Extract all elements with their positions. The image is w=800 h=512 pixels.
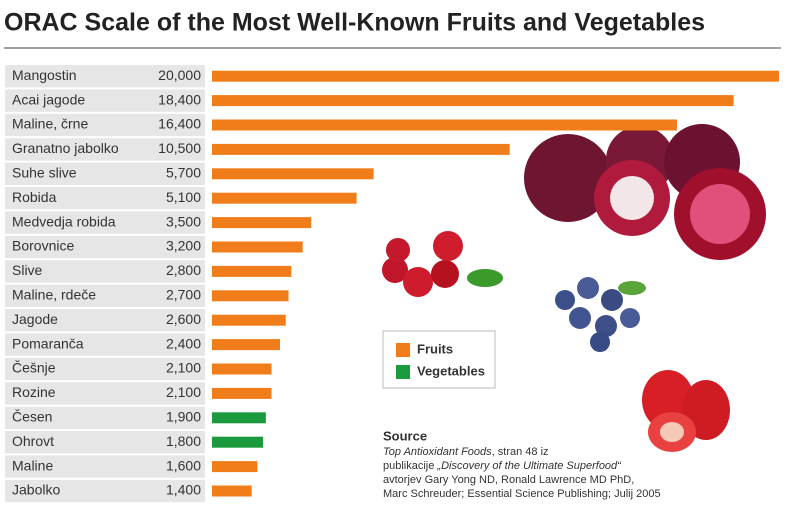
value-label: 2,700 bbox=[166, 287, 201, 303]
bar bbox=[212, 436, 264, 448]
row-background bbox=[5, 89, 205, 112]
bar bbox=[212, 143, 510, 155]
bar bbox=[212, 485, 252, 497]
source-line: Top Antioxidant Foods, stran 48 iz bbox=[383, 446, 549, 458]
row-background bbox=[5, 138, 205, 161]
legend-box bbox=[382, 330, 496, 389]
category-label: Granatno jabolko bbox=[12, 140, 119, 156]
category-label: Mangostin bbox=[12, 67, 77, 83]
row-background bbox=[5, 406, 205, 429]
category-label: Maline bbox=[12, 457, 53, 473]
bar bbox=[212, 70, 779, 82]
legend-swatch bbox=[396, 343, 410, 357]
category-label: Rozine bbox=[12, 384, 56, 400]
bar bbox=[212, 119, 677, 131]
bar bbox=[212, 265, 292, 277]
row-background bbox=[5, 235, 205, 259]
bar bbox=[212, 461, 258, 473]
row-background bbox=[5, 333, 205, 356]
legend-label: Fruits bbox=[417, 341, 453, 356]
row-background bbox=[5, 382, 205, 405]
value-label: 3,200 bbox=[166, 238, 201, 254]
row-background bbox=[5, 211, 205, 234]
category-label: Robida bbox=[12, 189, 57, 205]
bar bbox=[212, 412, 266, 424]
value-label: 2,600 bbox=[166, 311, 201, 327]
chart-title: ORAC Scale of the Most Well-Known Fruits… bbox=[4, 9, 705, 37]
bar bbox=[212, 387, 272, 399]
source-text: publikacije bbox=[383, 460, 437, 472]
value-label: 1,600 bbox=[166, 457, 201, 473]
value-label: 5,100 bbox=[166, 189, 201, 205]
category-label: Jagode bbox=[12, 311, 58, 327]
row-background bbox=[5, 113, 205, 137]
value-label: 3,500 bbox=[166, 213, 201, 229]
bar bbox=[212, 217, 312, 229]
row-background bbox=[5, 431, 205, 454]
row-background bbox=[5, 357, 205, 381]
category-label: Ohrovt bbox=[12, 433, 54, 449]
value-label: 2,400 bbox=[166, 335, 201, 351]
row-background bbox=[5, 187, 205, 210]
source-text: „Discovery of the Ultimate Superfood“ bbox=[436, 460, 622, 472]
decoration bbox=[382, 124, 766, 452]
category-label: Borovnice bbox=[12, 238, 74, 254]
value-label: 1,400 bbox=[166, 482, 201, 498]
legend: Fruits Vegetables bbox=[382, 330, 496, 389]
row-background bbox=[5, 455, 205, 478]
source-text: Top Antioxidant Foods bbox=[383, 446, 492, 458]
category-label: Acai jagode bbox=[12, 91, 85, 107]
category-label: Jabolko bbox=[12, 482, 60, 498]
bar bbox=[212, 339, 281, 351]
source-text: , stran 48 iz bbox=[492, 446, 549, 458]
category-label: Maline, črne bbox=[12, 116, 88, 132]
category-label: Suhe slive bbox=[12, 165, 77, 181]
source-text: Marc Schreuder; Essential Science Publis… bbox=[383, 488, 661, 500]
bar bbox=[212, 241, 303, 253]
bar bbox=[212, 363, 272, 375]
bar bbox=[212, 95, 734, 107]
value-label: 2,800 bbox=[166, 262, 201, 278]
row-background bbox=[5, 479, 205, 503]
row-background bbox=[5, 260, 205, 283]
value-label: 1,900 bbox=[166, 409, 201, 425]
bar bbox=[212, 168, 374, 180]
row-background bbox=[5, 284, 205, 307]
category-label: Slive bbox=[12, 262, 43, 278]
source-text: avtorjev Gary Yong ND, Ronald Lawrence M… bbox=[383, 474, 634, 486]
legend-swatch bbox=[396, 365, 410, 379]
legend-label: Vegetables bbox=[417, 363, 485, 378]
source: Source Top Antioxidant Foods, stran 48 i… bbox=[383, 428, 661, 499]
value-label: 1,800 bbox=[166, 433, 201, 449]
row-background bbox=[5, 309, 205, 332]
value-label: 10,500 bbox=[158, 140, 201, 156]
source-title: Source bbox=[383, 428, 427, 443]
row-background bbox=[5, 162, 205, 185]
value-label: 2,100 bbox=[166, 384, 201, 400]
category-label: Česen bbox=[12, 409, 52, 425]
value-label: 16,400 bbox=[158, 116, 201, 132]
label-column: Mangostin Acai jagode Maline, črne Granatno… bbox=[5, 65, 205, 503]
value-label: 20,000 bbox=[158, 67, 201, 83]
category-label: Pomaranča bbox=[12, 335, 84, 351]
source-line: publikacije „Discovery of the Ultimate S… bbox=[383, 460, 622, 472]
value-label: 2,100 bbox=[166, 360, 201, 376]
category-label: Češnje bbox=[12, 360, 56, 376]
category-label: Medvedja robida bbox=[12, 213, 116, 229]
value-label: 18,400 bbox=[158, 91, 201, 107]
category-label: Maline, rdeče bbox=[12, 287, 96, 303]
bar bbox=[212, 192, 357, 204]
row-background bbox=[5, 65, 205, 88]
value-label: 5,700 bbox=[166, 165, 201, 181]
bar bbox=[212, 290, 289, 302]
bar bbox=[212, 314, 286, 326]
